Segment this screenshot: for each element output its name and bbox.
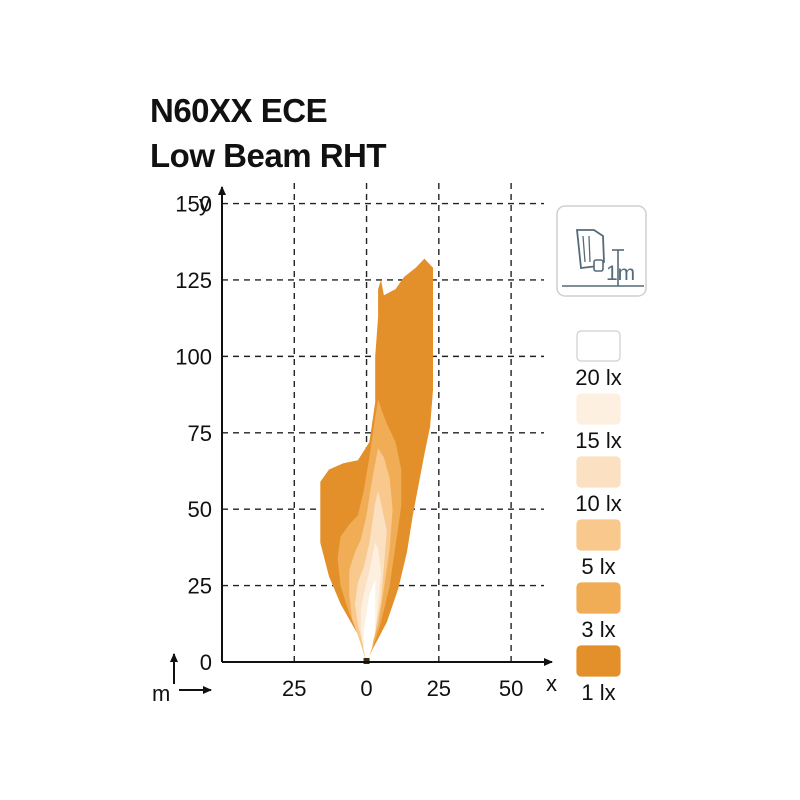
axes: x y m [152,186,557,706]
legend-label-15lx: 15 lx [575,428,621,453]
x-tick-label-1: 0 [360,676,372,701]
x-tick-label-2: 25 [427,676,451,701]
grid-lines [222,183,544,662]
legend-label-3lx: 3 lx [581,617,615,642]
x-tick-label-0: 25 [282,676,306,701]
legend-label-1lx: 1 lx [581,680,615,705]
y-axis-label: y [199,191,210,216]
isolux-contours [320,258,433,664]
legend-swatch-5lx [576,519,621,551]
chart-subtitle: Low Beam RHT [150,137,387,174]
x-axis-label: x [546,671,557,696]
legend: 20 lx 15 lx 10 lx 5 lx 3 lx 1 lx [575,330,622,705]
legend-swatch-15lx [576,393,621,425]
unit-label: m [152,681,170,706]
legend-swatch-20lx [576,330,621,362]
x-tick-label-3: 50 [499,676,523,701]
chart-title: N60XX ECE [150,92,328,129]
legend-swatch-3lx [576,582,621,614]
mounting-height-icon: 1m [556,205,647,297]
y-tick-label-5: 125 [175,268,212,293]
y-tick-label-1: 25 [188,574,212,599]
isolux-area-20lx [363,579,376,662]
legend-swatch-10lx [576,456,621,488]
legend-label-10lx: 10 lx [575,491,621,516]
y-tick-label-3: 75 [188,421,212,446]
legend-swatch-1lx [576,645,621,677]
legend-label-20lx: 20 lx [575,365,621,390]
mounting-height-label: 1m [606,262,635,285]
y-tick-label-4: 100 [175,344,212,369]
y-tick-label-6: 150 [175,192,212,217]
y-tick-label-2: 50 [188,497,212,522]
tick-labels: 0 25 50 75 100 125 150 25 0 25 50 [175,192,523,701]
y-tick-label-0: 0 [200,650,212,675]
legend-label-5lx: 5 lx [581,554,615,579]
